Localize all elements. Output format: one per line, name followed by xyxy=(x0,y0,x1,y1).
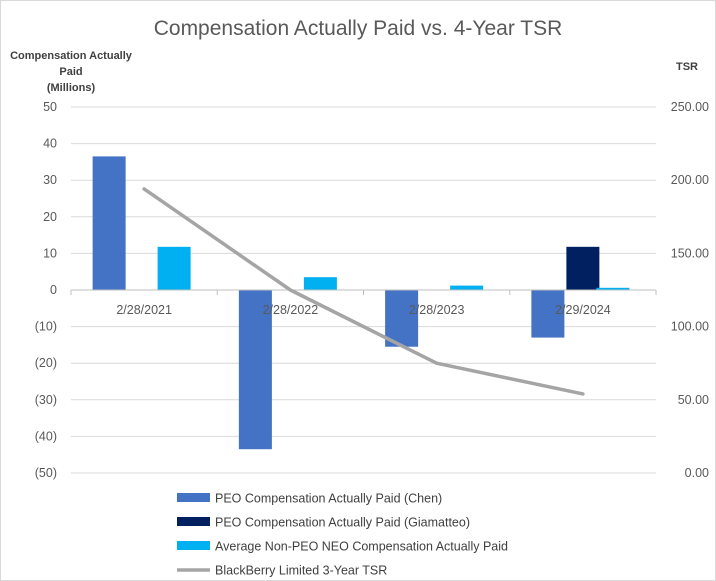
tsr-point-3 xyxy=(581,392,585,396)
line-series xyxy=(142,187,585,396)
y-tick-label: 50 xyxy=(43,100,57,114)
bar-non-peo-0 xyxy=(157,246,191,290)
tsr-point-2 xyxy=(435,361,439,365)
bar-non-peo-2 xyxy=(450,285,484,290)
y-tick-label: (10) xyxy=(35,320,57,334)
y2-axis-ticks: 250.00 200.00 150.00 100.00 50.00 0.00 xyxy=(671,100,709,480)
y-tick-label: 40 xyxy=(43,137,57,151)
y-axis-ticks: 50 40 30 20 10 0 (10) (20) (30) (40) (50) xyxy=(35,100,57,480)
bar-chen-3 xyxy=(531,290,565,338)
y2-axis-label: TSR xyxy=(676,61,698,73)
legend-label: PEO Compensation Actually Paid (Giamatte… xyxy=(215,516,470,530)
legend-label: PEO Compensation Actually Paid (Chen) xyxy=(215,492,442,506)
bar-giamatteo-3 xyxy=(566,246,600,290)
bar-chen-1 xyxy=(238,290,272,450)
tsr-line xyxy=(142,187,585,396)
bar-non-peo-3 xyxy=(596,287,630,290)
y-axis-label-line-3: (Millions) xyxy=(47,82,96,94)
chart-title: Compensation Actually Paid vs. 4-Year TS… xyxy=(154,17,563,40)
y-tick-label: 10 xyxy=(43,246,57,260)
y2-tick-label: 200.00 xyxy=(671,173,709,187)
category-labels: 2/28/2021 2/28/2022 2/28/2023 2/29/2024 xyxy=(116,303,610,317)
legend-label: BlackBerry Limited 3-Year TSR xyxy=(215,564,387,578)
y2-tick-label: 100.00 xyxy=(671,320,709,334)
tsr-point-0 xyxy=(142,187,146,191)
zero-axis xyxy=(70,289,657,295)
y2-tick-label: 50.00 xyxy=(678,393,709,407)
y-tick-label: 30 xyxy=(43,173,57,187)
y-tick-label: 20 xyxy=(43,210,57,224)
legend-swatch xyxy=(177,541,210,550)
y-tick-label: 0 xyxy=(50,283,57,297)
y2-tick-label: 250.00 xyxy=(671,100,709,114)
y-tick-label: (40) xyxy=(35,429,57,443)
y-tick-label: (20) xyxy=(35,356,57,370)
legend-swatch xyxy=(177,493,210,502)
y2-tick-label: 150.00 xyxy=(671,246,709,260)
bar-series xyxy=(92,156,630,450)
legend: PEO Compensation Actually Paid (Chen) PEO… xyxy=(177,492,508,578)
bar-chen-2 xyxy=(385,290,419,347)
category-label: 2/28/2023 xyxy=(409,303,465,317)
y-axis-label-line-2: Paid xyxy=(59,66,82,78)
category-label: 2/28/2021 xyxy=(116,303,172,317)
y-tick-label: (50) xyxy=(35,466,57,480)
category-label: 2/29/2024 xyxy=(555,303,611,317)
bar-chen-0 xyxy=(92,156,126,290)
bar-non-peo-1 xyxy=(303,277,337,290)
y2-tick-label: 0.00 xyxy=(685,466,709,480)
tsr-point-1 xyxy=(288,288,292,292)
legend-label: Average Non-PEO NEO Compensation Actuall… xyxy=(215,540,508,554)
y-axis-label-line-1: Compensation Actually xyxy=(10,50,133,62)
legend-swatch xyxy=(177,517,210,526)
y-tick-label: (30) xyxy=(35,393,57,407)
category-label: 2/28/2022 xyxy=(263,303,319,317)
